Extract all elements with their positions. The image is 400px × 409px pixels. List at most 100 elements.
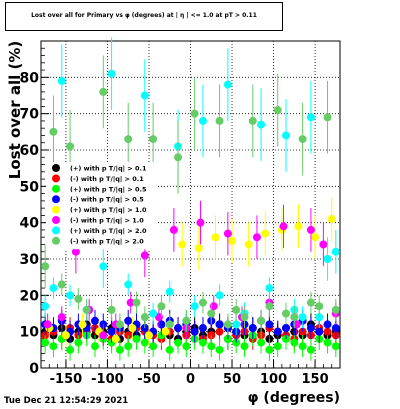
y-tick-label: 30 xyxy=(20,252,40,268)
data-point xyxy=(298,313,307,322)
data-point xyxy=(240,342,249,351)
y-tick-label: 60 xyxy=(20,143,40,159)
data-point xyxy=(149,309,158,318)
data-point xyxy=(265,284,274,293)
data-point xyxy=(182,316,191,325)
data-point xyxy=(298,135,307,144)
grid-lines xyxy=(41,41,340,368)
legend-box xyxy=(46,162,158,250)
data-point xyxy=(290,313,299,322)
data-point xyxy=(331,305,340,314)
data-point xyxy=(298,342,307,351)
data-point xyxy=(66,291,75,300)
data-point xyxy=(207,342,216,351)
data-point xyxy=(41,302,50,311)
data-point xyxy=(74,338,83,347)
data-point xyxy=(178,240,187,249)
y-tick-label: 80 xyxy=(20,70,40,86)
legend-marker xyxy=(52,195,60,204)
legend-marker xyxy=(52,205,60,214)
y-tick-label: 0 xyxy=(29,361,39,377)
data-point xyxy=(66,142,75,151)
legend-marker xyxy=(52,236,60,245)
data-point xyxy=(306,298,315,307)
data-point xyxy=(215,320,224,329)
data-point xyxy=(128,324,137,333)
data-point xyxy=(124,280,133,289)
data-point xyxy=(252,233,261,242)
data-point xyxy=(248,116,257,125)
legend-marker xyxy=(52,226,60,235)
x-tick-label: 150 xyxy=(302,372,329,387)
data-point xyxy=(198,298,207,307)
data-point xyxy=(265,302,274,311)
data-point xyxy=(190,327,199,336)
chart-title: Lost over all for Primary vs φ (degrees)… xyxy=(31,12,257,19)
data-point xyxy=(140,338,149,347)
x-tick-label: -100 xyxy=(91,372,124,387)
data-point xyxy=(182,342,191,351)
x-tick-label: 0 xyxy=(186,372,195,387)
x-tick-label: 100 xyxy=(260,372,287,387)
data-point xyxy=(126,298,135,307)
data-point xyxy=(306,345,315,354)
data-point xyxy=(323,113,332,122)
x-tick-label: -150 xyxy=(50,372,83,387)
y-tick-label: 40 xyxy=(20,216,40,232)
data-point xyxy=(124,316,133,325)
data-point xyxy=(115,320,124,329)
data-point xyxy=(99,331,108,340)
data-point xyxy=(190,302,199,311)
data-point xyxy=(90,316,99,325)
data-point xyxy=(279,222,288,231)
data-point xyxy=(161,327,170,336)
data-point xyxy=(124,135,133,144)
y-tick-label: 50 xyxy=(20,179,40,195)
data-point xyxy=(115,345,124,354)
data-point xyxy=(306,225,315,234)
data-point xyxy=(49,342,58,351)
data-point xyxy=(306,113,315,122)
data-point xyxy=(315,327,324,336)
legend-marker xyxy=(52,216,60,224)
data-point xyxy=(196,218,205,227)
data-point xyxy=(306,324,315,333)
data-point xyxy=(157,302,166,311)
data-point xyxy=(66,345,75,354)
data-point xyxy=(174,153,183,162)
data-point xyxy=(165,345,174,354)
data-point xyxy=(107,327,116,336)
data-point xyxy=(57,76,66,85)
data-point xyxy=(323,338,332,347)
data-point xyxy=(149,135,158,144)
data-point xyxy=(190,109,199,118)
data-point xyxy=(223,229,232,238)
data-point xyxy=(282,131,291,140)
data-point xyxy=(331,342,340,351)
legend-marker xyxy=(52,164,60,172)
data-point xyxy=(49,127,58,136)
data-point xyxy=(223,80,232,89)
x-tick-label: 50 xyxy=(223,372,241,387)
data-series xyxy=(41,37,340,361)
data-point xyxy=(282,324,291,333)
data-point xyxy=(90,342,99,351)
data-point xyxy=(78,320,87,329)
y-tick-label: 20 xyxy=(20,288,40,304)
data-point xyxy=(165,320,174,329)
axis-ticks: -150 -100 -50 0 50 100 150 0 10 20 30 40 50 60 70 80 xyxy=(20,47,333,387)
footer-timestamp: Tue Dec 21 12:54:29 2021 xyxy=(4,396,129,406)
series-7 xyxy=(41,55,340,336)
data-point xyxy=(323,255,332,263)
data-point xyxy=(290,338,299,347)
data-point xyxy=(99,87,108,96)
data-point xyxy=(319,240,328,249)
data-point xyxy=(323,320,332,329)
data-point xyxy=(99,262,108,271)
data-point xyxy=(198,324,207,333)
legend-marker xyxy=(52,174,60,183)
legend-label: (+) with p T/|q| > 0.1 xyxy=(70,165,147,174)
x-axis-label: φ (degrees) xyxy=(248,390,340,406)
data-point xyxy=(331,324,340,333)
data-point xyxy=(61,331,70,340)
